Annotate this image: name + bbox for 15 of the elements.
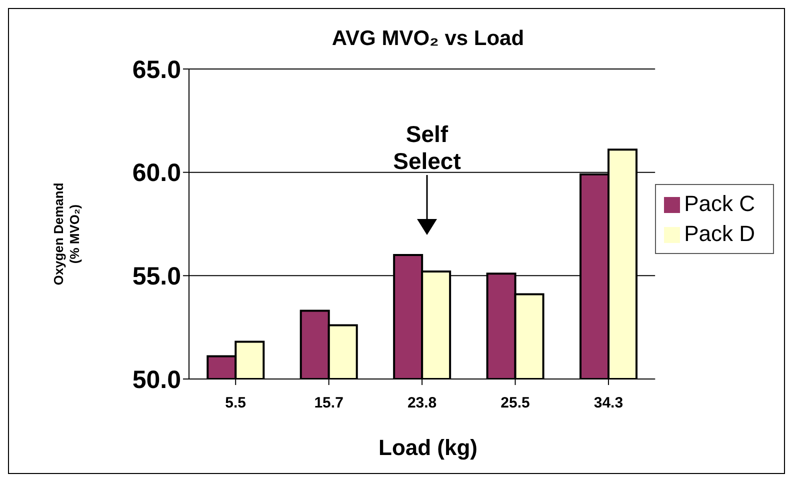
y-tick-label: 55.0 [132,262,181,291]
x-tick-label: 5.5 [225,394,246,412]
x-tick-label: 34.3 [594,394,624,412]
x-tick-label: 15.7 [314,394,344,412]
annotation: Self Select [392,121,462,175]
legend-label: Pack D [684,221,755,246]
chart-title: AVG MVO₂ vs Load [330,27,526,51]
legend-label: Pack C [684,191,755,216]
x-tick-label: 25.5 [500,394,530,412]
y-tick-label: 60.0 [132,159,181,188]
y-axis-title: Oxygen Demand (% MVO₂) [51,182,83,286]
y-tick-label: 65.0 [132,56,181,84]
x-axis-title: Load (kg) [378,435,478,461]
x-tick-label: 23.8 [407,394,437,412]
y-tick-label: 50.0 [132,366,181,394]
